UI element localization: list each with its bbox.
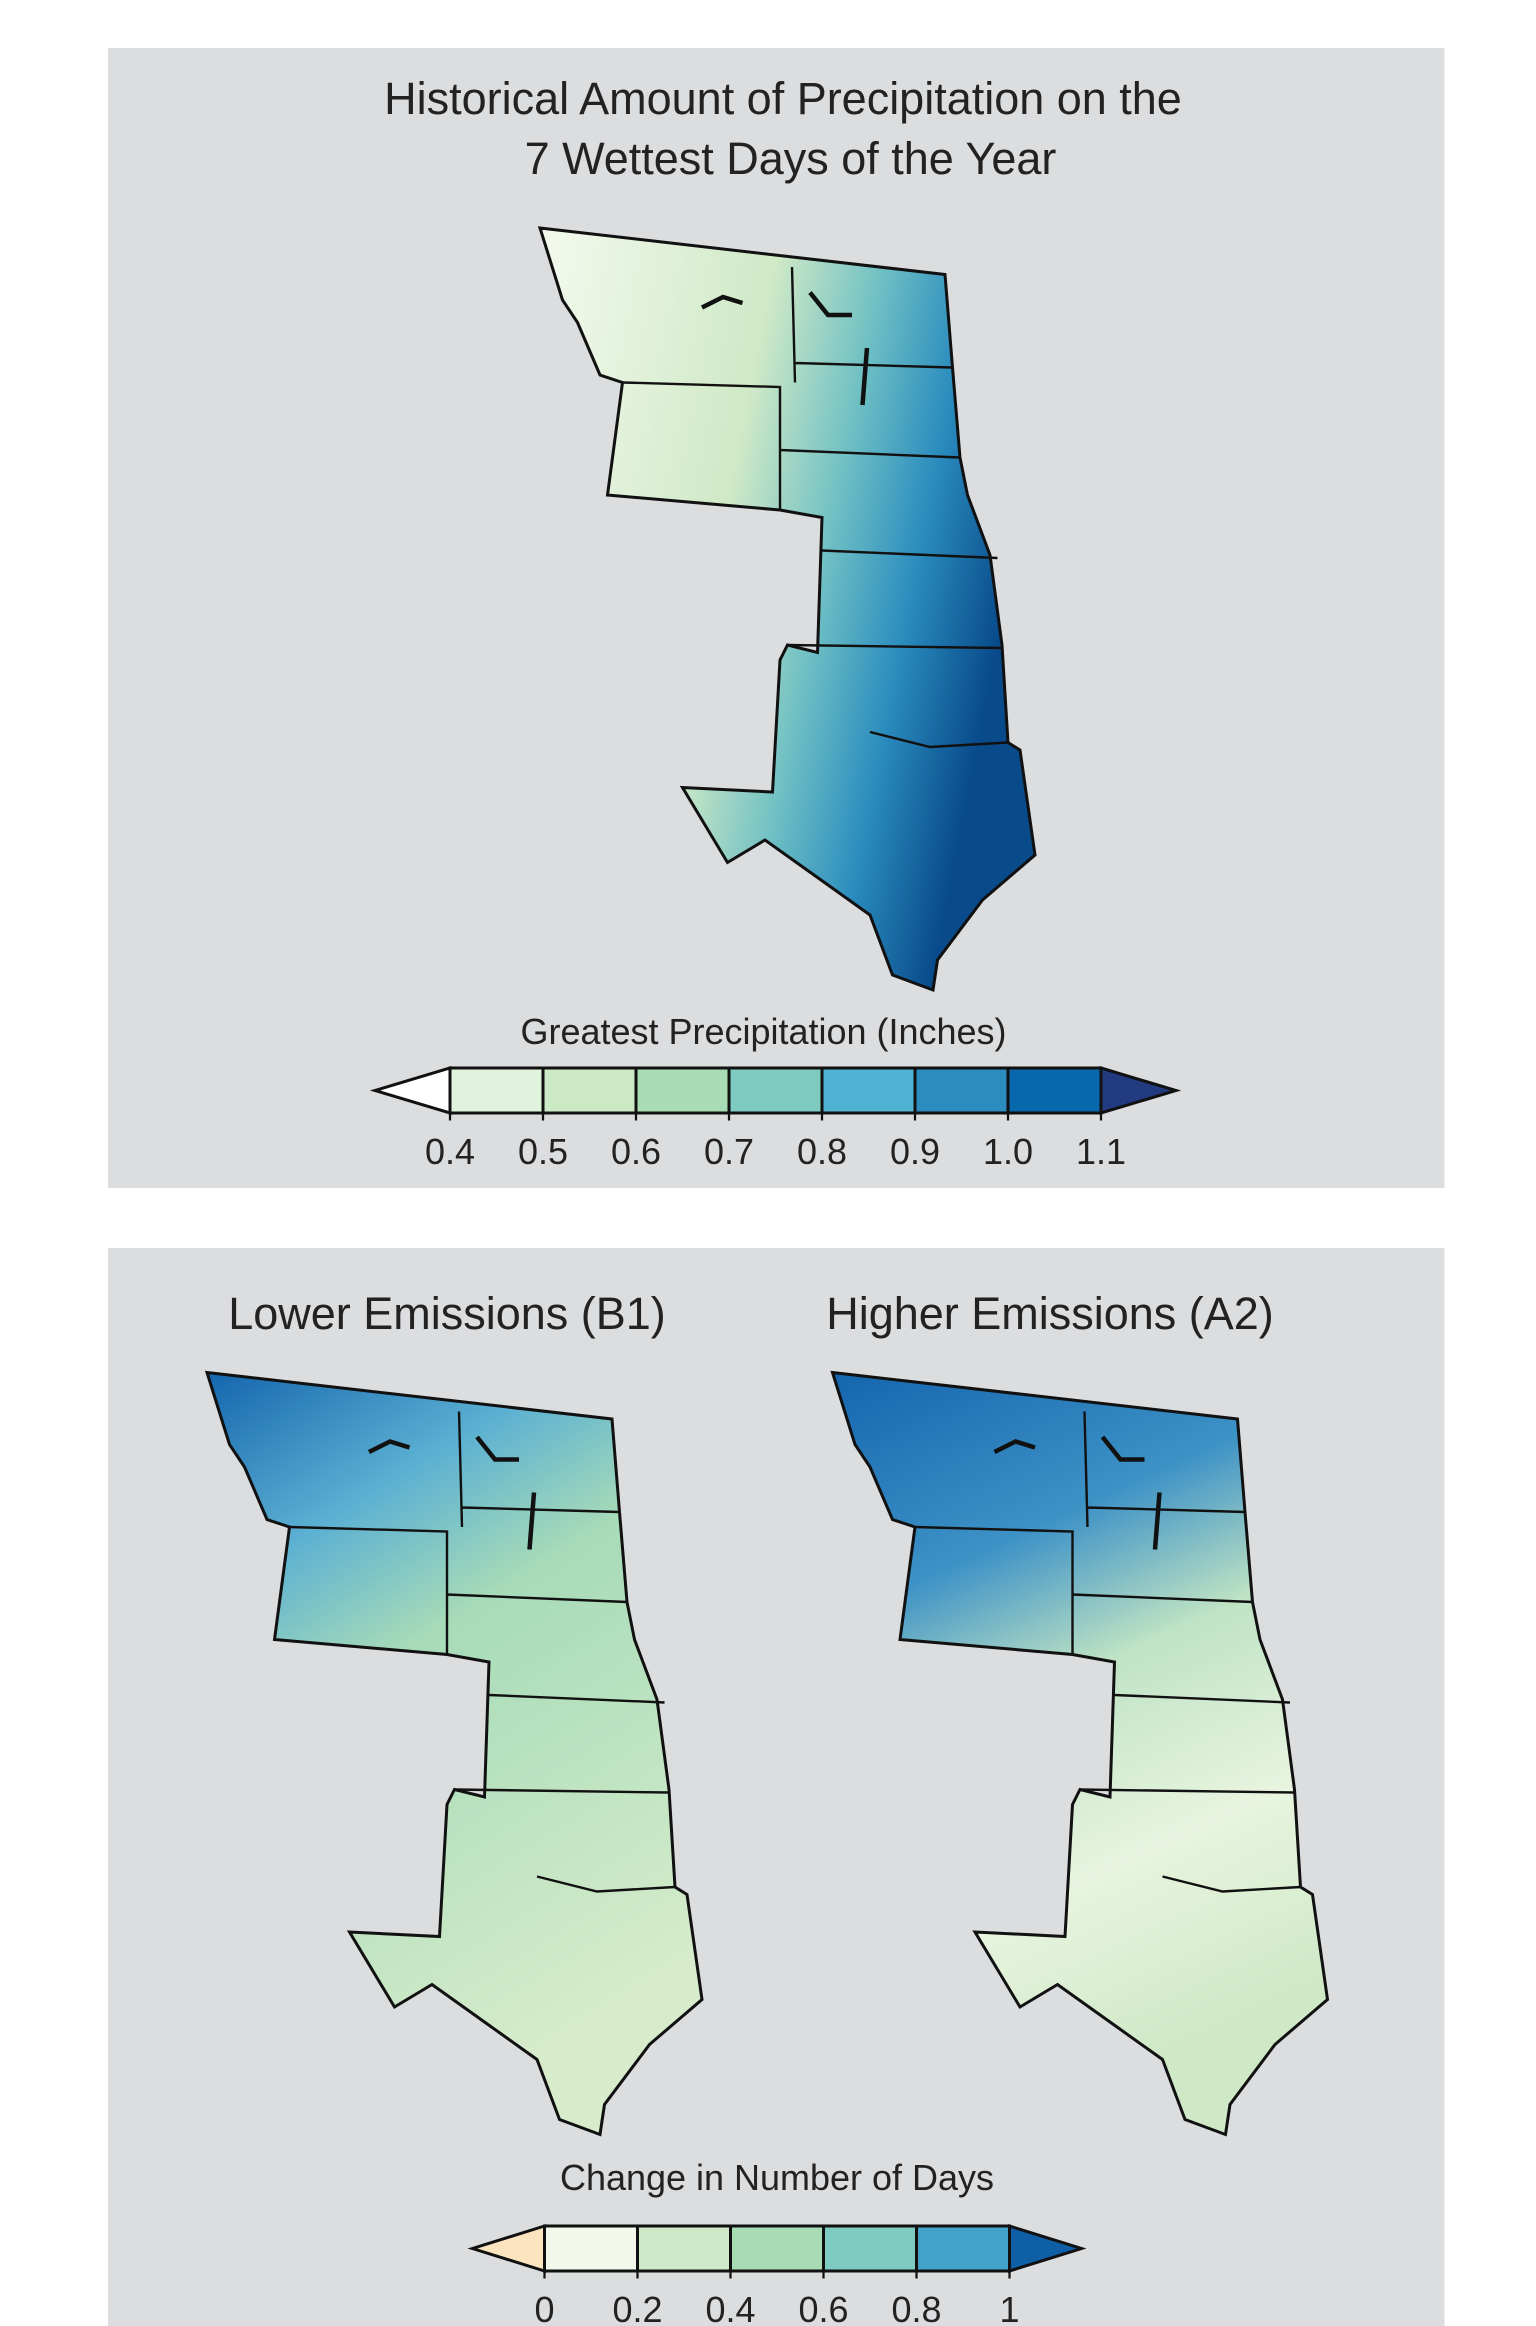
colorbar-box [913, 1066, 1010, 1115]
colorbar-box [820, 1066, 917, 1115]
colorbar-tick-label: 0.5 [518, 1131, 568, 1172]
colorbar-tick-label: 0.7 [704, 1131, 754, 1172]
colorbar-box [821, 2224, 918, 2273]
colorbar-box [543, 2224, 640, 2273]
colorbar-tick-label: 0.2 [612, 2289, 662, 2326]
panel [108, 47, 1445, 1188]
colorbar-tick-label: 1.0 [983, 1131, 1033, 1172]
colorbar-tick-label: 1.1 [1076, 1131, 1126, 1172]
colorbar-tick-label: 0.8 [891, 2289, 941, 2326]
colorbar-box [634, 1066, 731, 1115]
colorbar-box [729, 2224, 825, 2273]
colorbar-box [914, 2224, 1011, 2273]
colorbar-label: Change in Number of Days [560, 2157, 994, 2198]
colorbar-tick-label: 0.6 [611, 1131, 661, 1172]
colorbar-tick-label: 0.8 [797, 1131, 847, 1172]
colorbar-tick-label: 0.6 [798, 2289, 848, 2326]
panel-title: Historical Amount of Precipitation on th… [384, 73, 1182, 124]
map-title: Lower Emissions (B1) [228, 1288, 665, 1339]
colorbar-box [448, 1066, 545, 1115]
colorbar-tick-label: 0.4 [705, 2289, 755, 2326]
colorbar-tick-label: 0.9 [890, 1131, 940, 1172]
colorbar-label: Greatest Precipitation (Inches) [520, 1011, 1006, 1052]
colorbar-tick-label: 1 [999, 2289, 1019, 2326]
panel-title: 7 Wettest Days of the Year [525, 133, 1057, 184]
colorbar-box [541, 1066, 638, 1115]
colorbar-box [636, 2224, 733, 2273]
map-title: Higher Emissions (A2) [826, 1288, 1273, 1339]
colorbar-box [1006, 1066, 1103, 1115]
colorbar-box [727, 1066, 824, 1115]
colorbar-tick-label: 0.4 [425, 1131, 475, 1172]
colorbar-tick-label: 0 [534, 2289, 554, 2326]
